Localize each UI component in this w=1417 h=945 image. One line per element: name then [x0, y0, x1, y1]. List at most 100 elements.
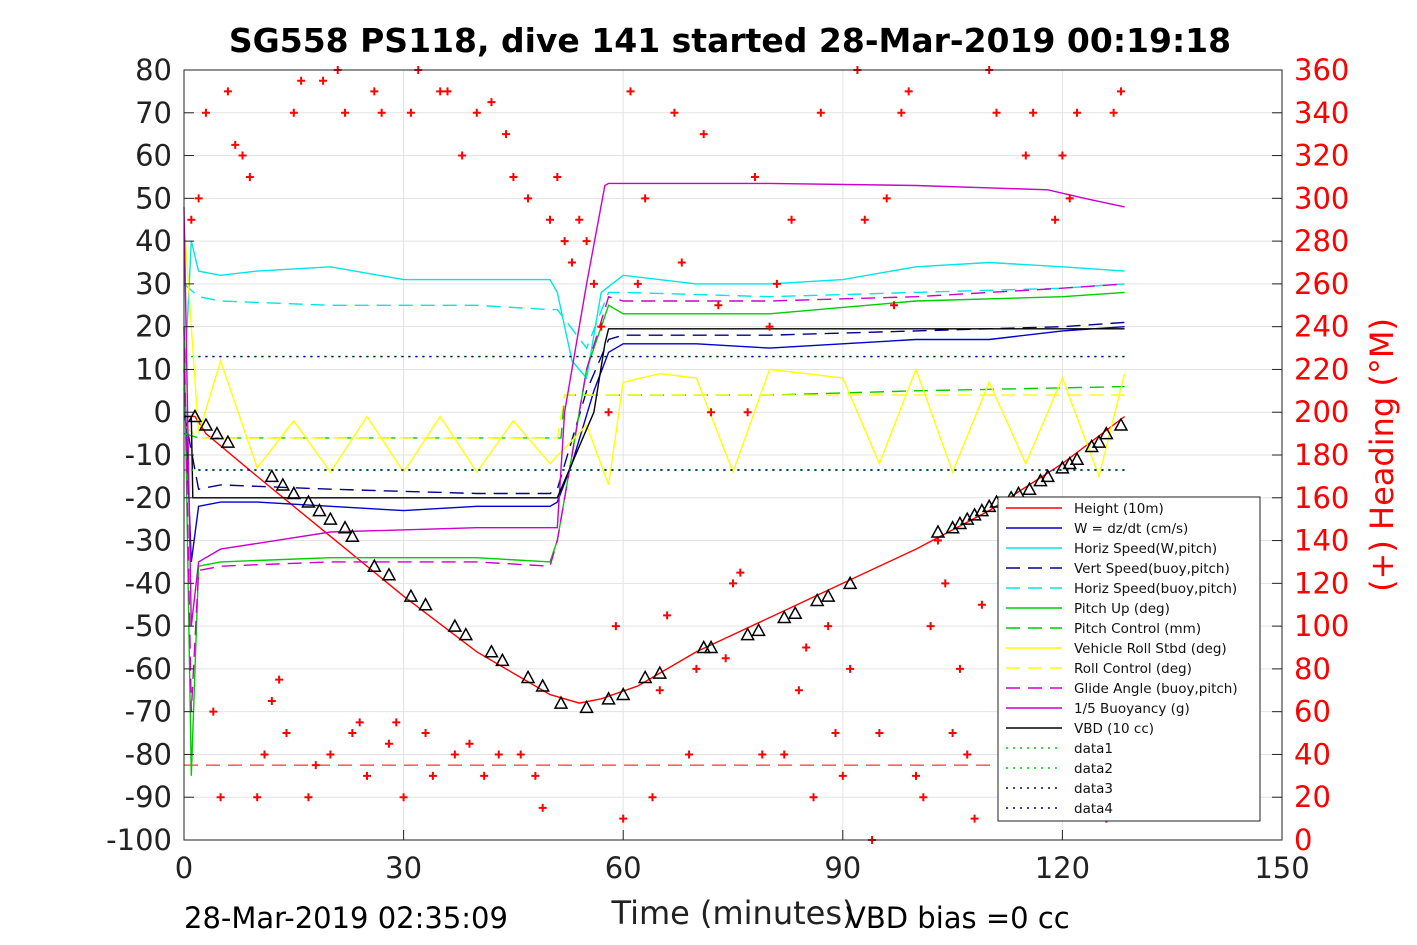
depth-marker — [615, 686, 631, 701]
heading-point — [516, 750, 525, 759]
y-right-tick-label: 60 — [1294, 695, 1331, 729]
axes: 0 30 60 90 120 15080706050403020100-10-20-30-… — [106, 53, 1349, 885]
depth-marker — [751, 622, 766, 637]
depth-marker — [1040, 468, 1056, 483]
depth-marker — [820, 588, 836, 602]
y-tick-label: 10 — [135, 352, 172, 386]
heading-point — [882, 194, 891, 203]
y-right-tick-label: 80 — [1294, 652, 1331, 686]
depth-marker — [637, 669, 653, 684]
y-right-tick-label: 320 — [1294, 139, 1349, 173]
y-tick-label: -70 — [125, 695, 172, 729]
heading-point — [743, 408, 752, 417]
legend-label: Vert Speed(buoy,pitch) — [1074, 561, 1230, 577]
depth-marker — [337, 520, 353, 534]
y-right-tick-label: 240 — [1294, 310, 1349, 344]
heading-point — [582, 237, 591, 246]
y-tick-label: -80 — [125, 737, 172, 771]
heading-point — [260, 750, 269, 759]
y-tick-label: -10 — [125, 438, 172, 472]
legend-label: data3 — [1074, 781, 1113, 797]
depth-marker — [1062, 455, 1077, 470]
series-line-height-10m — [184, 415, 1126, 704]
x-tick-label: 60 — [605, 851, 642, 885]
heading-point — [860, 215, 869, 224]
heading-point — [450, 750, 459, 759]
depth-marker — [301, 494, 316, 508]
heading-point — [267, 696, 276, 705]
legend-label: data1 — [1074, 741, 1113, 757]
heading-point — [363, 771, 371, 780]
depth-marker — [458, 627, 474, 641]
x-tick-label: 150 — [1254, 851, 1309, 885]
heading-point — [794, 686, 803, 695]
y-right-tick-label: 200 — [1294, 395, 1349, 429]
depth-marker — [367, 558, 382, 572]
heading-point — [297, 76, 306, 85]
depth-marker — [418, 597, 433, 611]
x-axis-label: Time (minutes) — [611, 894, 855, 932]
heading-point — [399, 793, 408, 802]
x-tick-label: 30 — [385, 851, 422, 885]
heading-point — [282, 729, 291, 738]
heading-point — [670, 108, 679, 117]
y-tick-label: -50 — [125, 609, 172, 643]
series-line-horiz-speed-w-pitch — [183, 240, 1125, 391]
depth-marker — [967, 507, 982, 521]
heading-point — [838, 771, 847, 780]
heading-point — [487, 98, 496, 107]
heading-point — [933, 536, 942, 545]
y-tick-label: 40 — [135, 224, 172, 258]
depth-marker — [312, 503, 327, 517]
depth-marker — [381, 567, 397, 581]
y-right-tick-label: 180 — [1294, 438, 1349, 472]
heading-point — [509, 172, 518, 181]
y-right-tick-label: 300 — [1294, 181, 1349, 215]
depth-marker — [740, 627, 755, 641]
legend-label: Height (10m) — [1074, 501, 1164, 517]
series-line-vehicle-roll-stbd-deg — [183, 219, 1126, 486]
depth-marker — [553, 695, 569, 709]
heading-point — [707, 408, 716, 417]
y-right-tick-label: 140 — [1294, 524, 1349, 558]
depth-marker — [1099, 426, 1114, 440]
heading-point — [575, 215, 584, 224]
heading-point — [736, 568, 745, 577]
heading-point — [341, 108, 350, 117]
heading-point — [1058, 151, 1067, 160]
heading-point — [685, 750, 694, 759]
heading-point — [524, 194, 533, 203]
x-tick-label: 0 — [175, 851, 193, 885]
depth-marker — [952, 515, 968, 530]
y-tick-label: -60 — [125, 652, 172, 686]
right-axis-label: (+) Heading (°M) — [1363, 318, 1401, 592]
y-right-tick-label: 360 — [1294, 53, 1349, 87]
heading-point — [780, 750, 789, 759]
y-right-tick-label: 260 — [1294, 267, 1349, 301]
heading-point — [392, 718, 401, 727]
legend-label: Horiz Speed(W,pitch) — [1074, 541, 1217, 557]
heading-point — [223, 87, 232, 96]
heading-point — [633, 279, 642, 288]
legend-label: 1/5 Buoyancy (g) — [1074, 701, 1190, 717]
y-tick-label: 70 — [135, 96, 172, 130]
heading-point — [194, 194, 203, 203]
legend-label: Horiz Speed(buoy,pitch) — [1074, 581, 1237, 597]
heading-point — [912, 771, 920, 780]
y-tick-label: 50 — [135, 181, 172, 215]
heading-point — [370, 87, 379, 96]
legend-label: Roll Control (deg) — [1074, 661, 1192, 677]
heading-point — [589, 279, 598, 288]
footer-vbd-bias: VBD bias =0 cc — [846, 901, 1070, 935]
heading-point — [553, 172, 562, 181]
legend-label: Pitch Control (mm) — [1074, 621, 1201, 637]
heading-point — [538, 803, 547, 812]
heading-point — [992, 108, 1001, 117]
heading-point — [480, 771, 489, 780]
depth-marker — [930, 524, 946, 538]
heading-point — [567, 258, 576, 267]
y-right-tick-label: 160 — [1294, 481, 1349, 515]
heading-point — [641, 194, 650, 203]
y-tick-label: -40 — [125, 566, 172, 600]
x-tick-label: 90 — [824, 851, 861, 885]
